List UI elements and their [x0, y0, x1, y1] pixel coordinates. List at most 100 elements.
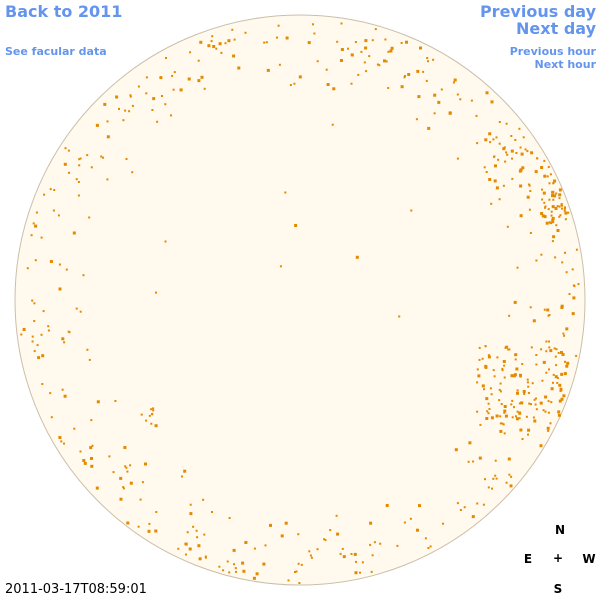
- facular-point: [550, 387, 554, 391]
- facular-point: [558, 215, 561, 218]
- facular-point: [560, 372, 564, 376]
- facular-point: [79, 450, 82, 453]
- facular-point: [548, 340, 550, 343]
- facular-point: [477, 374, 481, 378]
- facular-points: [20, 22, 580, 584]
- facular-point: [284, 191, 287, 194]
- facular-point: [361, 561, 364, 564]
- facular-point: [488, 132, 492, 136]
- facular-point: [548, 198, 551, 201]
- facular-point: [125, 466, 128, 469]
- facular-point: [106, 135, 110, 139]
- facular-point: [456, 93, 459, 96]
- facular-point: [342, 555, 346, 559]
- facular-point: [226, 560, 229, 563]
- facular-point: [502, 147, 506, 151]
- facular-point: [523, 393, 526, 395]
- facular-point: [170, 114, 172, 117]
- facular-point: [514, 139, 517, 141]
- facular-point: [508, 314, 511, 317]
- facular-point: [363, 61, 366, 64]
- facular-point: [573, 285, 576, 288]
- facular-point: [499, 422, 502, 425]
- facular-point: [252, 576, 256, 580]
- facular-point: [108, 455, 111, 458]
- facular-point: [478, 358, 481, 361]
- facular-point: [164, 103, 167, 106]
- previous-hour-link[interactable]: Previous hour: [509, 45, 596, 58]
- facular-point: [518, 402, 521, 405]
- next-hour-link[interactable]: Next hour: [534, 58, 597, 71]
- facular-point: [522, 390, 526, 393]
- previous-day-link[interactable]: Previous day: [479, 2, 596, 21]
- facular-point: [171, 74, 174, 77]
- facular-point: [520, 401, 524, 405]
- facular-point: [502, 184, 505, 187]
- facular-point: [509, 484, 513, 488]
- facular-point: [515, 367, 519, 371]
- facular-point: [552, 373, 555, 376]
- facular-point: [513, 406, 515, 409]
- facular-point: [503, 432, 506, 435]
- facular-point: [571, 268, 574, 271]
- facular-point: [547, 314, 550, 317]
- facular-point: [33, 302, 36, 305]
- facular-point: [307, 41, 311, 45]
- facular-point: [557, 410, 561, 414]
- facular-point: [309, 554, 312, 557]
- facular-point: [558, 193, 562, 197]
- facular-point: [575, 248, 578, 251]
- facular-point: [316, 548, 319, 551]
- facular-point: [530, 151, 534, 155]
- facular-point: [369, 543, 372, 546]
- facular-point: [558, 399, 562, 403]
- facular-point: [485, 397, 489, 401]
- facular-point: [405, 40, 408, 44]
- facular-point: [371, 39, 374, 42]
- facular-point: [555, 224, 558, 227]
- facular-point: [112, 471, 115, 474]
- facular-point: [518, 127, 521, 130]
- facular-point: [558, 188, 562, 192]
- facular-point: [554, 355, 557, 358]
- facular-point: [531, 382, 534, 385]
- facular-point: [118, 107, 120, 110]
- facular-point: [548, 182, 551, 185]
- facular-point: [197, 79, 201, 83]
- facular-point: [577, 283, 580, 286]
- next-day-link[interactable]: Next day: [516, 19, 596, 38]
- facular-point: [264, 544, 267, 547]
- facular-point: [492, 369, 495, 372]
- facular-point: [403, 521, 406, 524]
- facular-link[interactable]: See facular data: [5, 45, 107, 58]
- facular-point: [137, 85, 140, 88]
- facular-point: [52, 209, 55, 212]
- facular-point: [297, 533, 300, 536]
- facular-point: [289, 84, 292, 86]
- facular-point: [544, 410, 547, 413]
- facular-point: [295, 570, 298, 573]
- facular-point: [222, 569, 225, 572]
- facular-point: [541, 379, 544, 382]
- facular-point: [448, 111, 452, 115]
- facular-point: [489, 387, 492, 390]
- facular-point: [490, 202, 493, 205]
- facular-point: [508, 473, 511, 476]
- facular-point: [571, 312, 575, 316]
- facular-point: [478, 456, 482, 460]
- facular-point: [554, 256, 557, 259]
- facular-point: [199, 40, 203, 44]
- facular-point: [467, 460, 470, 463]
- facular-point: [561, 207, 563, 210]
- back-link[interactable]: Back to 2011: [5, 2, 123, 21]
- facular-point: [548, 221, 551, 224]
- facular-point: [494, 164, 497, 168]
- facular-point: [507, 457, 511, 461]
- facular-point: [131, 104, 134, 107]
- facular-point: [510, 374, 514, 378]
- facular-point: [20, 333, 23, 336]
- facular-point: [518, 417, 521, 420]
- facular-point: [551, 240, 554, 243]
- facular-point: [568, 293, 571, 295]
- facular-point: [63, 394, 67, 398]
